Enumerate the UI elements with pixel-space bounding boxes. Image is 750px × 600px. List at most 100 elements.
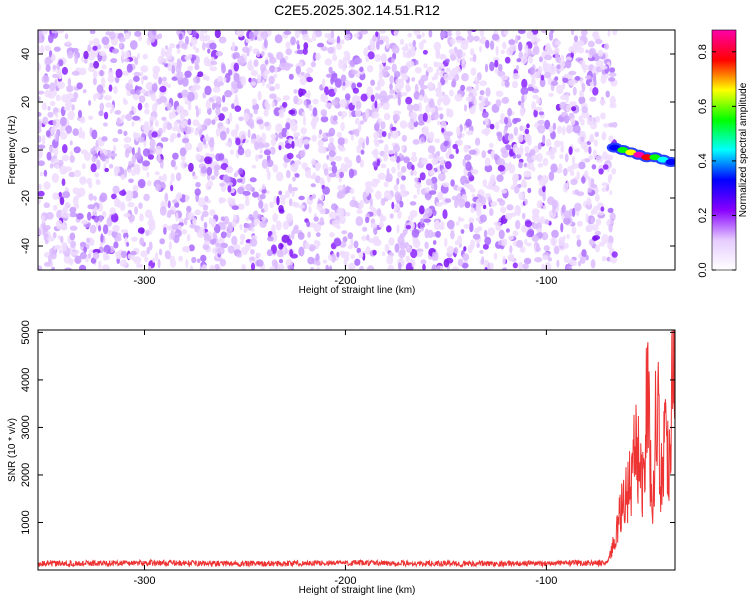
noise-speckle [286,131,289,136]
noise-speckle [285,190,290,199]
noise-speckle [527,187,532,194]
noise-speckle [220,216,225,222]
noise-speckle [47,111,54,118]
noise-speckle [329,265,333,270]
noise-speckle [222,95,226,103]
noise-speckle [537,119,545,125]
noise-speckle [500,112,505,122]
y-tick-label: 1000 [20,510,32,534]
noise-speckle [217,113,225,121]
noise-speckle [341,58,348,68]
noise-speckle [116,117,121,126]
noise-speckle [42,116,49,126]
noise-speckle [104,167,109,173]
noise-speckle [38,30,43,38]
noise-speckle [374,100,378,109]
noise-speckle [571,226,577,234]
noise-speckle [220,242,228,249]
noise-speckle [273,73,278,79]
noise-speckle [360,149,365,155]
noise-speckle [396,156,401,163]
noise-speckle [197,142,203,152]
noise-speckle [263,203,269,213]
noise-speckle [594,230,602,236]
noise-speckle [426,66,434,73]
noise-speckle [176,44,180,49]
noise-speckle [162,76,167,82]
noise-speckle [487,227,496,237]
noise-speckle [269,56,277,64]
noise-speckle [552,122,557,131]
noise-speckle [564,242,569,249]
noise-speckle [518,191,525,201]
noise-speckle [255,134,261,141]
noise-speckle [164,192,169,203]
noise-speckle [204,156,212,165]
noise-speckle [605,154,614,161]
noise-speckle [586,224,593,233]
noise-speckle [452,143,459,150]
noise-speckle [365,109,370,120]
noise-speckle [142,148,151,157]
noise-speckle [322,186,330,195]
noise-speckle [562,183,569,193]
noise-speckle [561,82,566,90]
noise-speckle [259,220,267,228]
noise-speckle [423,125,429,136]
noise-speckle [331,99,339,106]
noise-speckle [373,131,380,139]
noise-speckle [176,105,185,114]
noise-speckle [601,187,607,193]
noise-speckle [337,190,346,199]
noise-speckle [137,136,145,143]
noise-speckle [472,233,481,240]
noise-speckle [244,198,250,207]
noise-speckle [393,110,402,115]
noise-speckle [475,82,479,92]
noise-speckle [533,41,538,46]
noise-speckle [256,119,264,125]
noise-speckle [308,196,314,201]
noise-speckle [482,179,488,188]
noise-speckle [133,132,137,139]
noise-speckle [96,178,100,184]
noise-speckle [539,56,543,63]
noise-speckle [144,102,150,109]
noise-speckle [561,204,566,214]
noise-speckle [419,172,426,181]
noise-speckle [581,82,586,92]
noise-speckle [490,151,494,159]
noise-speckle [340,163,347,173]
noise-speckle [249,177,257,183]
noise-speckle [563,168,567,177]
noise-speckle [400,183,404,190]
noise-speckle [263,108,269,117]
noise-speckle [581,176,586,184]
noise-speckle [103,122,108,127]
noise-speckle [264,121,270,127]
noise-speckle [47,236,55,242]
noise-speckle [381,131,387,137]
noise-speckle [385,173,393,183]
noise-speckle [187,65,193,72]
noise-speckle [415,248,424,253]
noise-speckle [96,84,104,94]
noise-speckle [470,187,476,193]
noise-speckle [291,140,295,149]
noise-speckle [458,198,466,208]
noise-speckle [519,107,525,117]
noise-speckle [456,139,463,147]
noise-speckle [61,154,70,162]
noise-speckle [495,121,500,130]
noise-speckle [413,194,417,199]
noise-speckle [393,208,397,213]
noise-speckle [67,77,72,87]
noise-speckle [91,129,98,140]
noise-speckle [211,218,217,228]
noise-speckle [166,102,172,111]
noise-speckle [371,178,379,188]
noise-speckle [588,47,597,56]
colorbar-tick-label: 0.0 [697,262,709,277]
